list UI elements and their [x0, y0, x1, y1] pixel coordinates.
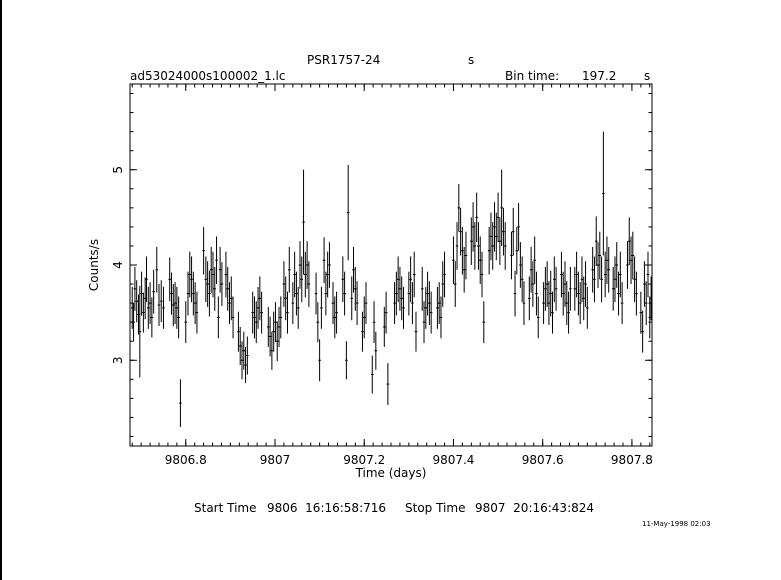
start-time-label: Start Time	[194, 501, 257, 515]
plot-frame	[129, 83, 653, 447]
x-tick-label: 9807.8	[611, 453, 653, 467]
bin-time-label: Bin time:	[505, 69, 560, 83]
axis-ticks	[130, 84, 652, 446]
object-name: PSR1757-24	[307, 53, 381, 67]
x-tick-label: 9806.8	[165, 453, 207, 467]
object-unit: s	[468, 53, 475, 67]
plot-date-stamp: 11-May-1998 02:03	[642, 520, 711, 528]
x-axis-label: Time (days)	[355, 466, 427, 480]
file-name: ad53024000s100002_1.lc	[130, 69, 286, 83]
start-time-value: 9806 16:16:58:716	[267, 501, 387, 515]
data-series	[130, 131, 653, 427]
y-tick-label: 3	[111, 356, 125, 364]
y-axis-label: Counts/s	[87, 239, 101, 291]
left-border	[0, 0, 2, 580]
x-tick-label: 9807.2	[343, 453, 385, 467]
bin-time-value: 197.2	[582, 69, 617, 83]
x-tick-label: 9807	[260, 453, 291, 467]
y-tick-label: 4	[111, 261, 125, 269]
stop-time-label: Stop Time	[405, 501, 466, 515]
axis-tick-labels: 9806.8 9807 9807.2 9807.4 9807.6 9807.8 3 4 5	[111, 166, 653, 467]
y-tick-label: 5	[111, 166, 125, 174]
stop-time-value: 9807 20:16:43:824	[475, 501, 595, 515]
x-tick-label: 9807.6	[522, 453, 564, 467]
x-tick-label: 9807.4	[432, 453, 474, 467]
bin-time-unit: s	[644, 69, 651, 83]
